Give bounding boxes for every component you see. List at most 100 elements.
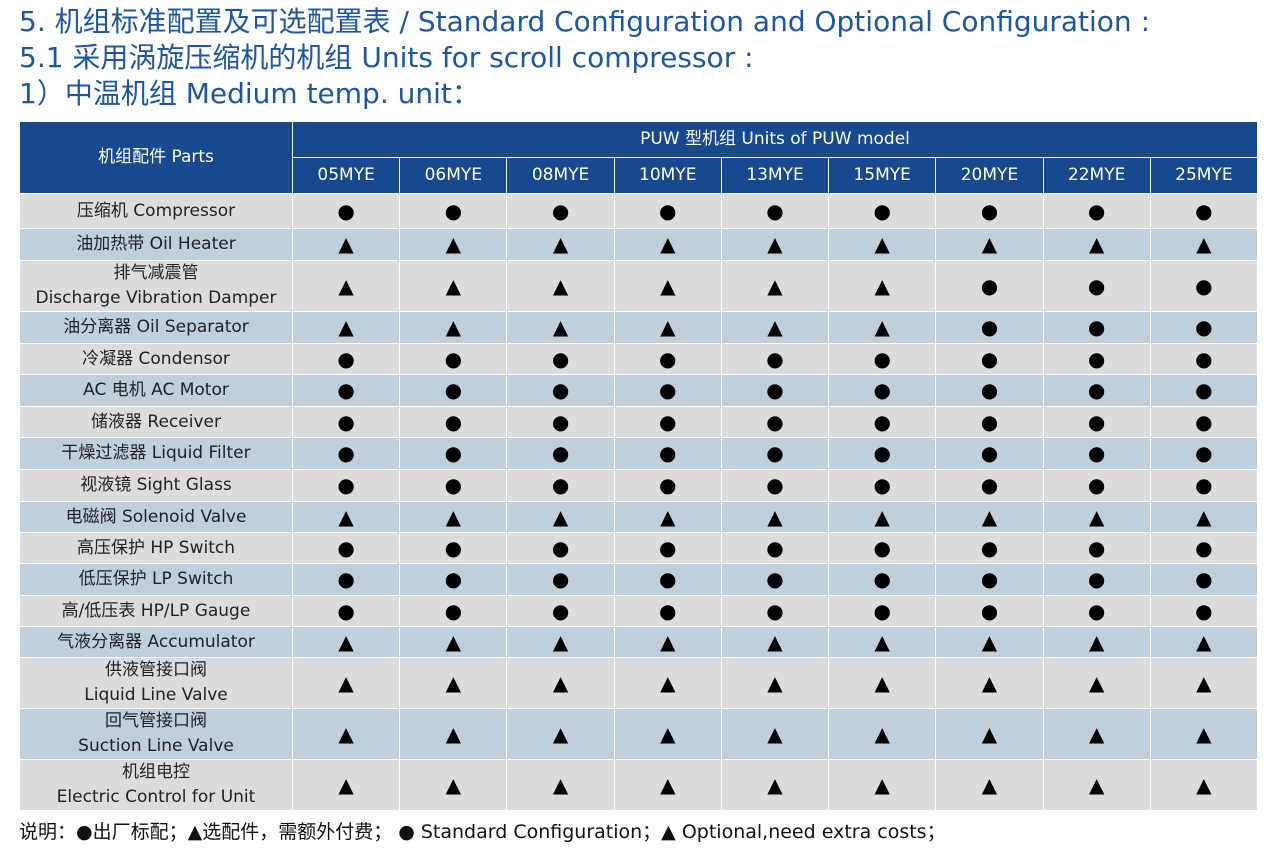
standard-circle-icon: ● [399, 595, 508, 627]
part-label: 气液分离器 Accumulator [57, 631, 255, 652]
part-name: 压缩机 Compressor [19, 193, 293, 229]
optional-triangle-icon: ▲ [506, 708, 615, 760]
optional-triangle-icon: ▲ [399, 626, 508, 658]
part-label: 回气管接口阀 [105, 711, 207, 731]
part-name: 电磁阀 Solenoid Valve [19, 501, 293, 533]
optional-triangle-icon: ▲ [291, 501, 401, 533]
standard-circle-icon: ● [720, 343, 830, 375]
standard-circle-icon: ● [828, 406, 937, 438]
optional-triangle-icon: ▲ [399, 759, 508, 811]
part-name: 高/低压表 HP/LP Gauge [19, 595, 293, 627]
optional-triangle-icon: ▲ [613, 626, 722, 658]
standard-circle-icon: ● [399, 374, 508, 407]
standard-circle-icon: ● [1042, 343, 1151, 375]
standard-circle-icon: ● [399, 193, 508, 229]
optional-triangle-icon: ▲ [613, 759, 722, 811]
optional-triangle-icon: ▲ [828, 708, 937, 760]
standard-circle-icon: ● [828, 595, 937, 627]
table-row: 供液管接口阀 Liquid Line Valve ▲ ▲ ▲ ▲ ▲ ▲ ▲ ▲ ▲ [19, 657, 1259, 709]
standard-circle-icon: ● [935, 532, 1044, 564]
standard-circle-icon: ● [828, 193, 937, 229]
standard-circle-icon: ● [399, 563, 508, 596]
standard-circle-icon: ● [935, 343, 1044, 375]
optional-triangle-icon: ▲ [828, 759, 937, 811]
optional-triangle-icon: ▲ [291, 759, 401, 811]
legend-note: 说明：●出厂标配；▲选配件，需额外付费； ● Standard Configur… [19, 821, 946, 843]
standard-circle-icon: ● [399, 343, 508, 375]
optional-triangle-icon: ▲ [1149, 759, 1259, 811]
standard-circle-icon: ● [506, 532, 615, 564]
standard-circle-icon: ● [720, 437, 830, 470]
optional-triangle-icon: ▲ [291, 260, 401, 312]
part-name: 油分离器 Oil Separator [19, 311, 293, 344]
part-label: 排气减震管 [113, 263, 199, 283]
standard-circle-icon: ● [828, 563, 937, 596]
optional-triangle-icon: ▲ [720, 260, 830, 312]
standard-circle-icon: ● [506, 563, 615, 596]
model-header: 25MYE [1149, 157, 1259, 194]
model-header: 20MYE [935, 157, 1044, 194]
part-label: Liquid Line Valve [84, 685, 228, 705]
optional-triangle-icon: ▲ [506, 626, 615, 658]
optional-triangle-icon: ▲ [1042, 501, 1151, 533]
standard-circle-icon: ● [1149, 563, 1259, 596]
part-label: 供液管接口阀 [105, 660, 207, 680]
standard-circle-icon: ● [399, 406, 508, 438]
standard-circle-icon: ● [828, 469, 937, 502]
standard-circle-icon: ● [1149, 532, 1259, 564]
table-row: 干燥过滤器 Liquid Filter ● ● ● ● ● ● ● ● ● [19, 437, 1259, 470]
optional-triangle-icon: ▲ [935, 626, 1044, 658]
standard-circle-icon: ● [291, 437, 401, 470]
standard-circle-icon: ● [399, 437, 508, 470]
optional-triangle-icon: ▲ [1149, 626, 1259, 658]
optional-triangle-icon: ▲ [613, 708, 722, 760]
optional-triangle-icon: ▲ [1149, 501, 1259, 533]
standard-circle-icon: ● [1149, 374, 1259, 407]
standard-circle-icon: ● [1042, 437, 1151, 470]
table-row: 电磁阀 Solenoid Valve ▲ ▲ ▲ ▲ ▲ ▲ ▲ ▲ ▲ [19, 501, 1259, 533]
standard-circle-icon: ● [720, 406, 830, 438]
standard-circle-icon: ● [1042, 532, 1151, 564]
model-header: 05MYE [291, 157, 401, 194]
optional-triangle-icon: ▲ [291, 228, 401, 261]
optional-triangle-icon: ▲ [1149, 657, 1259, 709]
part-name: 回气管接口阀 Suction Line Valve [19, 708, 293, 760]
standard-circle-icon: ● [720, 374, 830, 407]
part-label: 油加热带 Oil Heater [76, 234, 236, 254]
optional-triangle-icon: ▲ [935, 501, 1044, 533]
part-name: AC 电机 AC Motor [19, 374, 293, 407]
standard-circle-icon: ● [720, 532, 830, 564]
model-header: 10MYE [613, 157, 722, 194]
standard-circle-icon: ● [613, 374, 722, 407]
optional-triangle-icon: ▲ [399, 708, 508, 760]
model-header: 08MYE [506, 157, 615, 194]
part-label: 机组电控 [122, 762, 190, 782]
optional-triangle-icon: ▲ [1042, 657, 1151, 709]
part-name: 气液分离器 Accumulator [19, 626, 293, 658]
standard-circle-icon: ● [1042, 563, 1151, 596]
standard-circle-icon: ● [613, 406, 722, 438]
standard-circle-icon: ● [1042, 193, 1151, 229]
standard-circle-icon: ● [1149, 437, 1259, 470]
table-row: 机组电控 Electric Control for Unit ▲ ▲ ▲ ▲ ▲ ▲ ▲ ▲ ▲ [19, 759, 1259, 811]
part-name: 机组电控 Electric Control for Unit [19, 759, 293, 811]
optional-triangle-icon: ▲ [935, 759, 1044, 811]
standard-circle-icon: ● [506, 595, 615, 627]
optional-triangle-icon: ▲ [613, 501, 722, 533]
part-label: 压缩机 Compressor [76, 200, 236, 221]
optional-triangle-icon: ▲ [828, 501, 937, 533]
part-name: 高压保护 HP Switch [19, 532, 293, 564]
standard-circle-icon: ● [399, 532, 508, 564]
table-row: AC 电机 AC Motor ● ● ● ● ● ● ● ● ● [19, 374, 1259, 407]
part-label: 高/低压表 HP/LP Gauge [61, 600, 251, 621]
table-row: 低压保护 LP Switch ● ● ● ● ● ● ● ● ● [19, 563, 1259, 596]
standard-circle-icon: ● [613, 469, 722, 502]
model-header: 22MYE [1042, 157, 1151, 194]
optional-triangle-icon: ▲ [1149, 228, 1259, 261]
table-row: 视液镜 Sight Glass ● ● ● ● ● ● ● ● ● [19, 469, 1259, 502]
standard-circle-icon: ● [291, 469, 401, 502]
optional-triangle-icon: ▲ [399, 501, 508, 533]
standard-circle-icon: ● [291, 406, 401, 438]
optional-triangle-icon: ▲ [935, 228, 1044, 261]
optional-triangle-icon: ▲ [1042, 708, 1151, 760]
